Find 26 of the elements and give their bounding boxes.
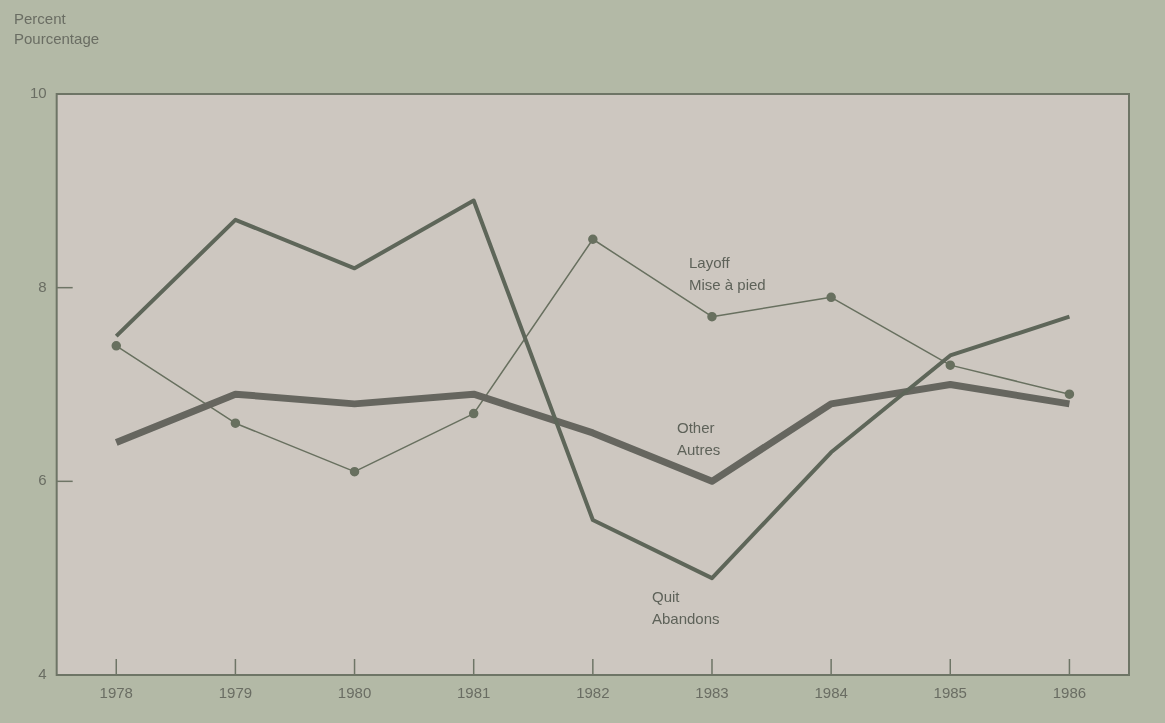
x-tick-label: 1984: [814, 684, 848, 702]
x-tick-label: 1980: [337, 684, 372, 702]
x-tick-label: 1978: [99, 684, 133, 702]
series-label: Other Autres: [676, 418, 721, 458]
y-tick-label: 4: [38, 665, 47, 683]
point: [111, 341, 122, 351]
point: [945, 360, 956, 370]
x-tick-label: 1983: [695, 684, 729, 702]
series-label: Quit Abandons: [651, 587, 720, 627]
point: [588, 234, 598, 244]
point: [468, 408, 479, 419]
y-tick-label: 8: [38, 277, 47, 295]
x-tick-label: 1981: [457, 684, 491, 702]
point: [230, 418, 241, 428]
x-tick-label: 1986: [1052, 684, 1087, 702]
point: [1064, 389, 1075, 399]
x-tick-label: 1979: [218, 684, 253, 702]
x-tick-label: 1982: [576, 684, 610, 702]
point: [707, 311, 717, 322]
series-label: Layoff Mise à pied: [688, 254, 766, 294]
y-axis-title: Percent Pourcentage: [14, 9, 100, 47]
x-tick-label: 1985: [933, 684, 967, 702]
point: [826, 292, 836, 303]
point: [349, 466, 360, 477]
y-tick-label: 10: [30, 84, 47, 102]
y-tick-label: 6: [38, 471, 47, 489]
